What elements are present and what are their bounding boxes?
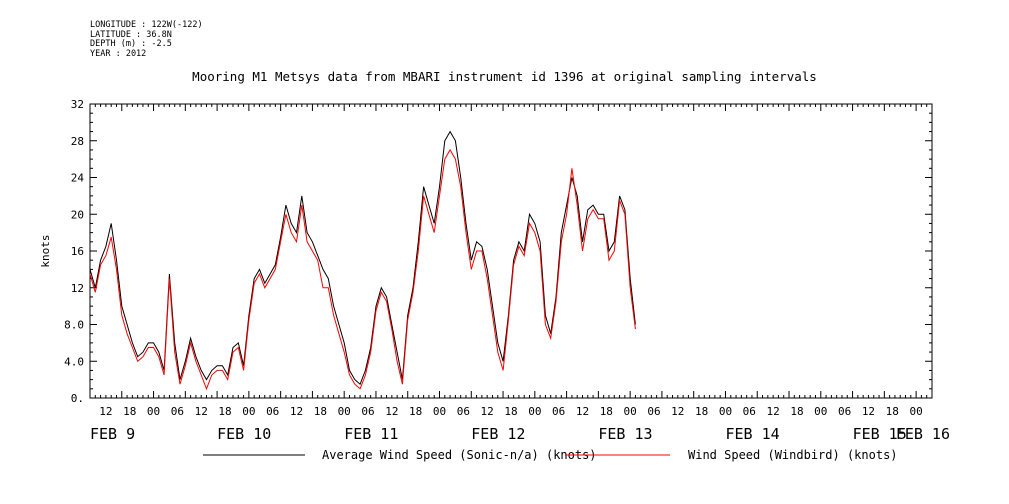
y-tick-label: 20 xyxy=(71,208,84,221)
x-hour-tick-label: 06 xyxy=(552,405,565,418)
x-hour-tick-label: 00 xyxy=(147,405,160,418)
x-hour-tick-label: 00 xyxy=(242,405,255,418)
series-line-average-wind-speed xyxy=(89,130,636,386)
chart-title: Mooring M1 Metsys data from MBARI instru… xyxy=(192,69,817,84)
x-hour-tick-label: 12 xyxy=(481,405,494,418)
x-hour-tick-label: 12 xyxy=(385,405,398,418)
y-tick-label: 0. xyxy=(71,392,84,405)
x-hour-tick-label: 18 xyxy=(695,405,708,418)
x-hour-tick-label: 00 xyxy=(338,405,351,418)
depth-label: DEPTH (m) : -2.5 xyxy=(90,39,172,49)
x-hour-tick-label: 12 xyxy=(576,405,589,418)
x-hour-tick-label: 00 xyxy=(433,405,446,418)
x-hour-tick-label: 12 xyxy=(862,405,875,418)
x-hour-tick-label: 00 xyxy=(814,405,827,418)
x-hour-tick-label: 06 xyxy=(838,405,851,418)
x-hour-tick-label: 06 xyxy=(457,405,470,418)
x-hour-tick-label: 00 xyxy=(719,405,732,418)
longitude-label: LONGITUDE : 122W(-122) xyxy=(90,20,203,30)
x-hour-tick-label: 00 xyxy=(624,405,637,418)
latitude-label: LATITUDE : 36.8N xyxy=(90,29,172,40)
x-hour-tick-label: 18 xyxy=(123,405,136,418)
x-hour-tick-label: 06 xyxy=(361,405,374,418)
y-tick-label: 32 xyxy=(71,98,84,111)
x-date-label: FEB 14 xyxy=(725,425,779,443)
legend-label: Average Wind Speed (Sonic-n/a) (knots) xyxy=(322,448,597,462)
year-label: YEAR : 2012 xyxy=(90,48,147,59)
x-date-label: FEB 16 xyxy=(896,425,950,443)
y-tick-label: 28 xyxy=(71,135,84,148)
x-hour-tick-label: 18 xyxy=(218,405,231,418)
y-tick-label: 8.0 xyxy=(64,319,84,332)
series-line-windbird-wind-speed xyxy=(89,148,636,391)
x-hour-tick-label: 12 xyxy=(195,405,208,418)
x-date-label: FEB 9 xyxy=(90,425,135,443)
x-date-label: FEB 13 xyxy=(598,425,652,443)
y-tick-label: 12 xyxy=(71,282,84,295)
x-hour-tick-label: 18 xyxy=(600,405,613,418)
y-axis-label: knots xyxy=(39,234,52,267)
mooring-metadata: LONGITUDE : 122W(-122) LATITUDE : 36.8N … xyxy=(90,20,203,59)
x-hour-tick-label: 18 xyxy=(409,405,422,418)
x-hour-tick-label: 06 xyxy=(743,405,756,418)
x-hour-tick-label: 18 xyxy=(504,405,517,418)
y-tick-label: 24 xyxy=(71,172,85,185)
y-tick-label: 16 xyxy=(71,245,84,258)
x-hour-tick-label: 06 xyxy=(647,405,660,418)
plot-area-frame xyxy=(89,103,933,399)
x-hour-tick-label: 12 xyxy=(290,405,303,418)
x-hour-tick-label: 12 xyxy=(671,405,684,418)
x-hour-tick-label: 00 xyxy=(909,405,922,418)
x-hour-tick-label: 18 xyxy=(790,405,803,418)
x-hour-tick-label: 00 xyxy=(528,405,541,418)
x-hour-tick-label: 18 xyxy=(314,405,327,418)
x-hour-tick-label: 06 xyxy=(266,405,279,418)
x-date-label: FEB 10 xyxy=(217,425,271,443)
x-hour-tick-label: 12 xyxy=(99,405,112,418)
y-tick-label: 4.0 xyxy=(64,355,84,368)
x-date-label: FEB 12 xyxy=(471,425,525,443)
x-hour-tick-label: 18 xyxy=(886,405,899,418)
x-hour-tick-label: 12 xyxy=(767,405,780,418)
legend-label: Wind Speed (Windbird) (knots) xyxy=(688,448,898,462)
x-hour-tick-label: 06 xyxy=(171,405,184,418)
x-date-label: FEB 11 xyxy=(344,425,398,443)
x-date-label: FEB 15 xyxy=(853,425,907,443)
